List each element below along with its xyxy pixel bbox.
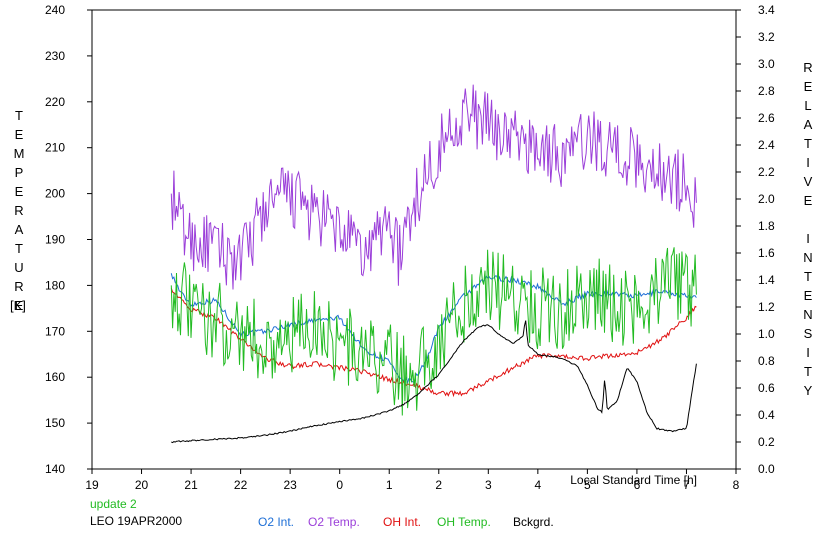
x-tick-label: 8 — [733, 478, 740, 492]
right-tick-label: 0.6 — [758, 381, 775, 395]
x-tick-label: 1 — [386, 478, 393, 492]
left-tick-label: 190 — [45, 233, 65, 247]
left-tick-label: 230 — [45, 49, 65, 63]
left-tick-label: 200 — [45, 187, 65, 201]
axis-title-letter: R — [14, 203, 24, 218]
axis-title-letter: E — [803, 193, 813, 208]
right-tick-label: 2.6 — [758, 111, 775, 125]
left-tick-label: 160 — [45, 370, 65, 384]
right-tick-label: 2.0 — [758, 192, 775, 206]
left-tick-label: 150 — [45, 416, 65, 430]
legend-entry: OH Int. — [383, 515, 421, 529]
axis-title-letter: I — [806, 345, 810, 360]
left-tick-label: 210 — [45, 141, 65, 155]
axis-title-letter: V — [803, 174, 813, 189]
axis-title-letter: I — [806, 155, 810, 170]
right-tick-label: 2.2 — [758, 165, 775, 179]
axis-title-letter: T — [804, 364, 812, 379]
axis-title-letter: A — [14, 222, 24, 237]
left-tick-label: 170 — [45, 324, 65, 338]
update-label: update 2 — [90, 497, 137, 511]
right-tick-label: 3.2 — [758, 30, 775, 44]
axis-title-letter: E — [803, 288, 813, 303]
right-tick-label: 0.2 — [758, 435, 775, 449]
right-tick-label: 2.8 — [758, 84, 775, 98]
series-group — [170, 84, 697, 444]
left-tick-label: 240 — [45, 3, 65, 17]
axis-title-letter: E — [14, 298, 24, 313]
right-tick-label: 2.4 — [758, 138, 775, 152]
left-y-axis: 140 150 160 170 180 190 200 210 220 230 240 — [45, 3, 92, 476]
axis-title-letter: E — [803, 79, 813, 94]
left-tick-label: 140 — [45, 462, 65, 476]
legend: O2 Int. O2 Temp. OH Int. OH Temp. Bckgrd. — [258, 515, 554, 529]
left-tick-label: 220 — [45, 95, 65, 109]
legend-entry: O2 Temp. — [308, 515, 360, 529]
axis-title-letter: U — [14, 260, 24, 275]
plot-frame — [91, 9, 737, 470]
axis-title-letter: T — [15, 108, 23, 123]
axis-title-letter: A — [803, 117, 813, 132]
axis-title-letter: E — [14, 184, 24, 199]
axis-title-letter: N — [803, 250, 813, 265]
axis-title-letter: M — [13, 146, 25, 161]
x-tick-label: 19 — [85, 478, 99, 492]
right-tick-label: 3.4 — [758, 3, 775, 17]
right-y-axis: 0.0 0.2 0.4 0.6 0.8 1.0 1.2 1.4 1.6 1.8 2.0 2.2 2.4 2… — [736, 3, 775, 476]
x-tick-label: 23 — [283, 478, 297, 492]
series-line-o2-temp — [170, 84, 697, 290]
right-tick-label: 1.2 — [758, 300, 775, 314]
legend-entry: OH Temp. — [437, 515, 491, 529]
axis-title-letter: L — [804, 98, 812, 113]
axis-title-letter — [801, 210, 815, 229]
axis-title-letter: R — [803, 60, 813, 75]
axis-title-letter: T — [804, 136, 812, 151]
axis-title-letter: T — [804, 269, 812, 284]
axis-title-letter: I — [806, 231, 810, 246]
axis-title-letter: Y — [803, 383, 813, 398]
legend-entry: Bckgrd. — [513, 515, 554, 529]
x-tick-label: 2 — [435, 478, 442, 492]
x-tick-label: 21 — [184, 478, 198, 492]
axis-title-letter: R — [14, 279, 24, 294]
series-line-bckgrd — [171, 320, 697, 444]
legend-entry: O2 Int. — [258, 515, 294, 529]
x-tick-label: 22 — [234, 478, 248, 492]
station-date-label: LEO 19APR2000 — [90, 514, 183, 528]
right-tick-label: 3.0 — [758, 57, 775, 71]
left-tick-label: 180 — [45, 278, 65, 292]
x-axis: 19 20 21 22 23 0 1 2 3 4 5 6 7 8 — [85, 469, 740, 492]
right-tick-label: 0.4 — [758, 408, 775, 422]
axis-title-letter: P — [14, 165, 24, 180]
series-line-oh-temp — [170, 247, 697, 416]
x-tick-label: 6 — [634, 478, 641, 492]
right-tick-label: 1.6 — [758, 246, 775, 260]
axis-title-letter: T — [15, 241, 23, 256]
x-tick-label: 5 — [584, 478, 591, 492]
x-tick-label: 7 — [683, 478, 690, 492]
right-tick-label: 1.8 — [758, 219, 775, 233]
x-tick-label: 0 — [336, 478, 343, 492]
x-axis-title: Local Standard Time [h] — [570, 473, 697, 487]
left-axis-unit: [K] — [10, 298, 26, 313]
right-tick-label: 0.0 — [758, 462, 775, 476]
right-tick-label: 0.8 — [758, 354, 775, 368]
axis-title-letter: N — [803, 307, 813, 322]
x-tick-label: 4 — [535, 478, 542, 492]
axis-title-letter: E — [14, 127, 24, 142]
axis-title-letter: S — [803, 326, 813, 341]
x-tick-label: 20 — [135, 478, 149, 492]
x-tick-label: 3 — [485, 478, 492, 492]
right-tick-label: 1.4 — [758, 273, 775, 287]
right-tick-label: 1.0 — [758, 327, 775, 341]
